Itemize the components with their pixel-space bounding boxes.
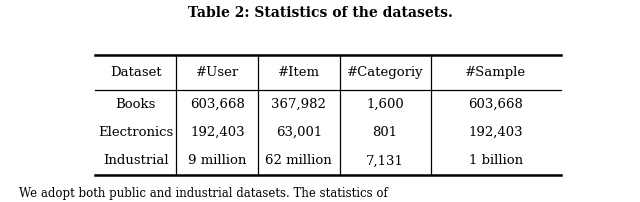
Text: 801: 801 bbox=[372, 126, 397, 139]
Text: Dataset: Dataset bbox=[110, 66, 161, 79]
Text: Table 2: Statistics of the datasets.: Table 2: Statistics of the datasets. bbox=[188, 6, 452, 20]
Text: We adopt both public and industrial datasets. The statistics of: We adopt both public and industrial data… bbox=[19, 187, 388, 200]
Text: Electronics: Electronics bbox=[98, 126, 173, 139]
Text: Books: Books bbox=[115, 98, 156, 111]
Text: 603,668: 603,668 bbox=[468, 98, 524, 111]
Text: #Item: #Item bbox=[278, 66, 320, 79]
Text: 1 billion: 1 billion bbox=[468, 155, 523, 167]
Text: 63,001: 63,001 bbox=[276, 126, 322, 139]
Text: 192,403: 192,403 bbox=[468, 126, 523, 139]
Text: 1,600: 1,600 bbox=[366, 98, 404, 111]
Text: Industrial: Industrial bbox=[103, 155, 168, 167]
Text: #Categoriy: #Categoriy bbox=[347, 66, 424, 79]
Text: 62 million: 62 million bbox=[266, 155, 332, 167]
Text: 9 million: 9 million bbox=[188, 155, 246, 167]
Text: #User: #User bbox=[196, 66, 239, 79]
Text: 192,403: 192,403 bbox=[190, 126, 244, 139]
Text: 367,982: 367,982 bbox=[271, 98, 326, 111]
Text: 603,668: 603,668 bbox=[190, 98, 244, 111]
Text: #Sample: #Sample bbox=[465, 66, 527, 79]
Text: 7,131: 7,131 bbox=[366, 155, 404, 167]
